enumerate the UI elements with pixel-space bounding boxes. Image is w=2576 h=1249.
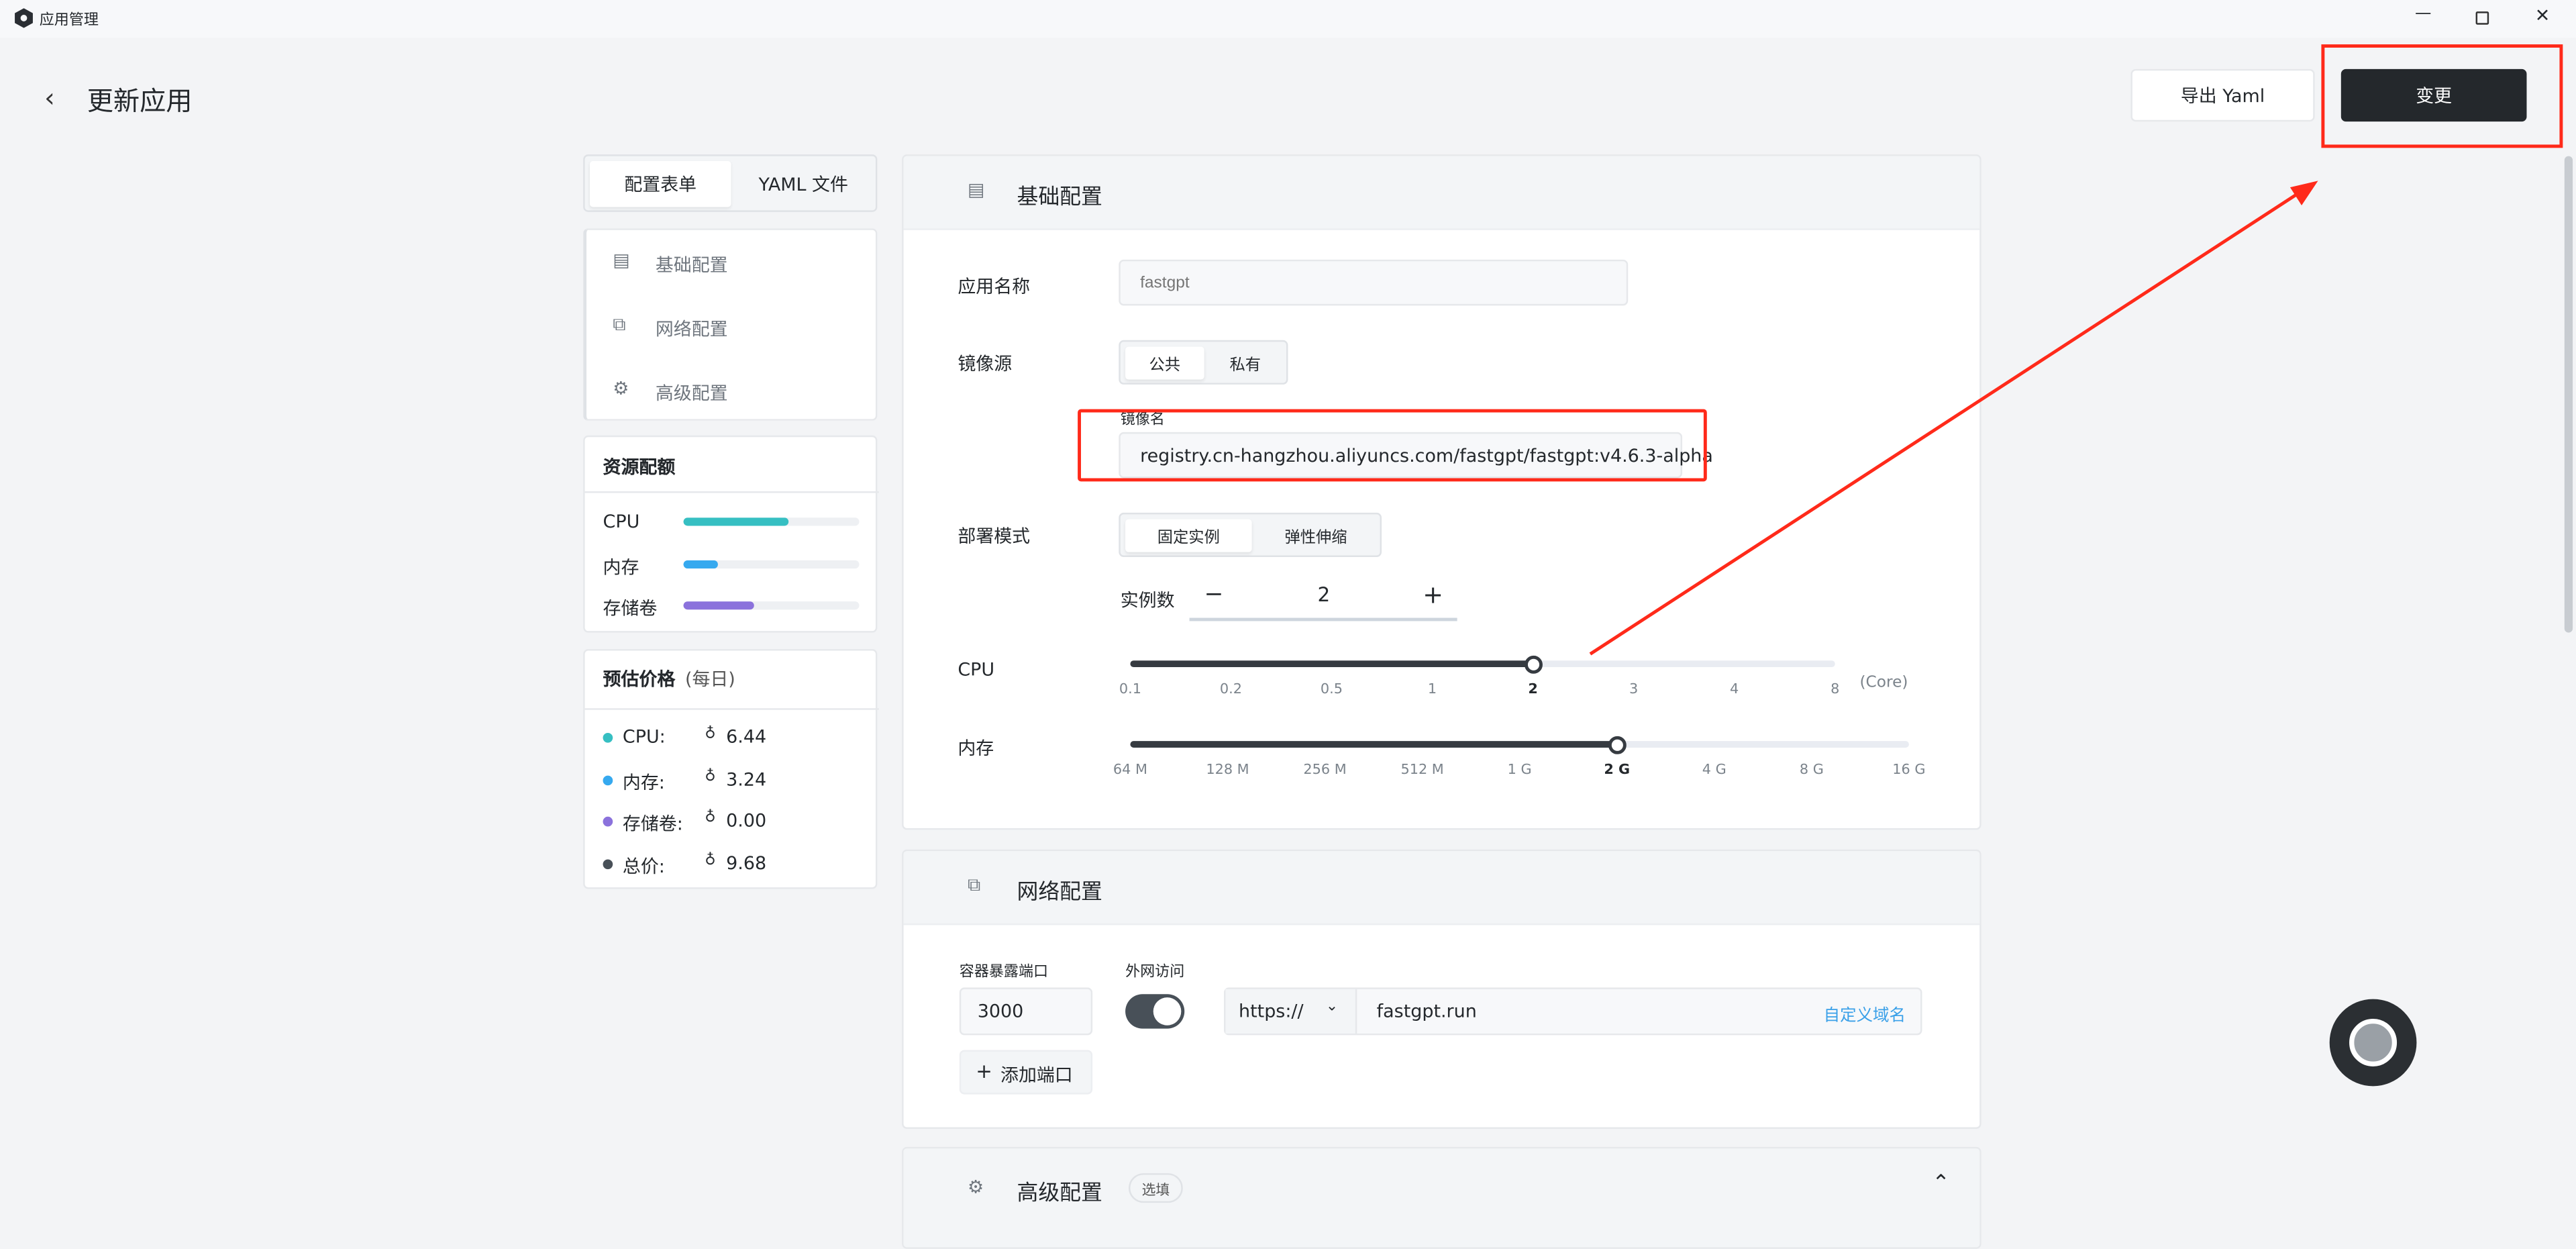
price-dot — [603, 858, 613, 868]
slider-tick[interactable]: 64 M — [1113, 762, 1147, 779]
app-name-input[interactable] — [1119, 259, 1629, 306]
port-input[interactable]: 3000 — [959, 987, 1093, 1036]
close-icon[interactable]: ✕ — [2534, 5, 2551, 27]
domain-group: https://⌄ fastgpt.run 自定义域名 — [1223, 987, 1922, 1036]
deploy-mode-fixed[interactable]: 固定实例 — [1125, 519, 1252, 552]
price-label: 内存: — [622, 771, 665, 793]
nav-item-network[interactable]: ⧉ 网络配置 — [613, 313, 728, 340]
document-icon: ▤ — [613, 250, 630, 271]
domain-value: fastgpt.run — [1376, 1001, 1477, 1022]
coin-icon: ♁ — [705, 852, 716, 868]
deploy-mode-autoscale[interactable]: 弹性伸缩 — [1284, 529, 1347, 548]
slider-tick[interactable]: 16 G — [1892, 762, 1926, 779]
plus-icon: + — [976, 1060, 992, 1083]
price-value: 3.24 — [726, 768, 767, 790]
nav-item-basic[interactable]: ▤ 基础配置 — [613, 250, 728, 277]
protocol-select[interactable]: https://⌄ — [1225, 989, 1357, 1034]
slider-tick[interactable]: 512 M — [1400, 762, 1444, 779]
public-access-toggle[interactable] — [1125, 994, 1185, 1029]
add-port-button[interactable]: + 添加端口 — [959, 1050, 1093, 1095]
slider-tick[interactable]: 3 — [1629, 682, 1639, 699]
annotation-box-image — [1078, 409, 1707, 482]
optional-badge: 选填 — [1128, 1173, 1183, 1203]
slider-tick[interactable]: 0.5 — [1320, 682, 1343, 699]
title-bar: 应用管理 — ✕ — [0, 0, 2576, 38]
maximize-icon[interactable] — [2475, 11, 2489, 25]
gear-icon: ⚙ — [968, 1176, 984, 1198]
slider-tick[interactable]: 8 G — [1799, 762, 1824, 779]
slider-tick[interactable]: 4 — [1730, 682, 1739, 699]
slider-tick[interactable]: 0.2 — [1219, 682, 1243, 699]
coin-icon: ♁ — [705, 810, 716, 827]
plus-button[interactable]: + — [1423, 580, 1444, 610]
view-tabs: 配置表单 YAML 文件 — [583, 154, 878, 212]
coin-icon: ♁ — [705, 726, 716, 743]
resource-bar — [683, 601, 860, 610]
price-value: 6.44 — [726, 726, 767, 748]
slider-tick[interactable]: 0.1 — [1119, 682, 1141, 699]
resource-bar — [683, 517, 860, 526]
slider-tick[interactable]: 4 G — [1702, 762, 1727, 779]
resource-label: 内存 — [603, 556, 639, 578]
slider-tick[interactable]: 2 G — [1604, 762, 1631, 779]
resource-bar — [683, 559, 860, 568]
window-title: 应用管理 — [39, 13, 99, 30]
price-panel: 预估价格 (每日) CPU: ♁ 6.44 内存: ♁ 3.24 存储卷: ♁ … — [583, 649, 879, 889]
chevron-up-icon[interactable]: ⌃ — [1932, 1171, 1950, 1197]
minus-button[interactable]: − — [1204, 581, 1224, 608]
floating-assistant-button[interactable] — [2329, 999, 2417, 1087]
annotation-box-submit — [2321, 44, 2563, 148]
slider-tick[interactable]: 1 — [1427, 682, 1437, 699]
price-value: 0.00 — [726, 810, 767, 832]
slider-tick[interactable]: 2 — [1528, 682, 1538, 699]
page-title: 更新应用 — [87, 85, 193, 117]
advanced-config-card: ⚙ 高级配置 选填 ⌃ — [902, 1146, 1981, 1249]
network-icon: ⧉ — [613, 313, 626, 336]
minimize-icon[interactable]: — — [2415, 5, 2432, 23]
price-label: 总价: — [622, 855, 665, 877]
price-value: 9.68 — [726, 852, 767, 874]
app-logo-icon — [15, 8, 33, 28]
price-dot — [603, 732, 613, 743]
coin-icon: ♁ — [705, 768, 716, 785]
slider-tick[interactable]: 8 — [1831, 682, 1840, 699]
nav-item-advanced[interactable]: ⚙ 高级配置 — [613, 378, 728, 405]
resource-quota-panel: 资源配额 CPU 内存 存储卷 — [583, 435, 879, 633]
document-icon: ▤ — [968, 179, 985, 201]
slider-tick[interactable]: 1 G — [1507, 762, 1532, 779]
scrollbar-thumb[interactable] — [2564, 156, 2573, 633]
price-label: CPU: — [622, 726, 666, 748]
tab-yaml[interactable]: YAML 文件 — [758, 174, 848, 196]
image-source-private[interactable]: 私有 — [1229, 356, 1261, 375]
image-source-public[interactable]: 公共 — [1125, 346, 1204, 380]
memory-slider-thumb[interactable] — [1607, 735, 1626, 754]
gear-icon: ⚙ — [613, 378, 629, 399]
price-label: 存储卷: — [622, 813, 683, 835]
section-nav: ▤ 基础配置 ⧉ 网络配置 ⚙ 高级配置 — [583, 228, 878, 421]
price-dot — [603, 816, 613, 827]
export-yaml-button[interactable]: 导出 Yaml — [2130, 68, 2315, 122]
replicas-stepper: − 2 + — [1189, 575, 1457, 621]
price-dot — [603, 775, 613, 785]
image-name-input[interactable]: registry.cn-hangzhou.aliyuncs.com/fastgp… — [1119, 432, 1713, 479]
custom-domain-link[interactable]: 自定义域名 — [1823, 1007, 1906, 1026]
slider-tick[interactable]: 256 M — [1303, 762, 1347, 779]
chevron-down-icon: ⌄ — [1325, 999, 1339, 1016]
back-icon[interactable]: ‹ — [44, 82, 55, 113]
slider-tick[interactable]: 128 M — [1206, 762, 1249, 779]
cpu-slider-thumb[interactable] — [1523, 654, 1542, 673]
network-icon: ⧉ — [968, 874, 981, 896]
resource-label: 存储卷 — [603, 598, 658, 620]
resource-label: CPU — [603, 511, 640, 533]
tab-form[interactable]: 配置表单 — [589, 160, 731, 207]
submit-change-button[interactable]: 变更 — [2340, 68, 2527, 122]
